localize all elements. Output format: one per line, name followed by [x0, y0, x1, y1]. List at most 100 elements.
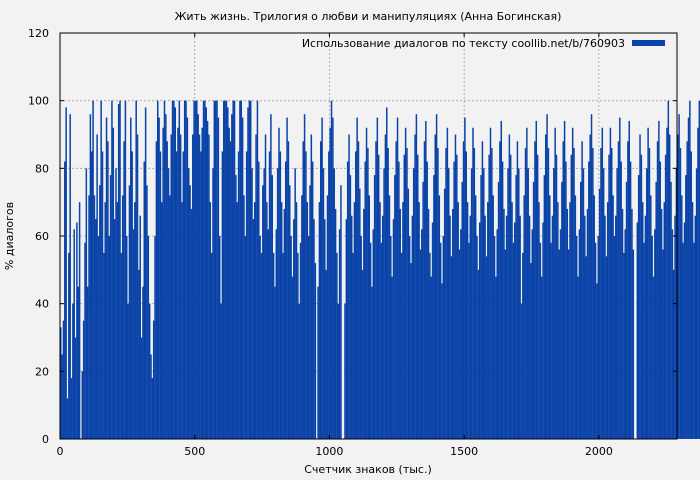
bar: [135, 100, 137, 440]
bar: [534, 141, 536, 439]
bar: [437, 148, 439, 440]
bar: [147, 236, 150, 439]
bar: [647, 127, 649, 439]
bar: [402, 202, 404, 439]
bar: [659, 161, 661, 440]
bar: [103, 252, 105, 439]
bar: [458, 249, 461, 439]
bar: [698, 100, 700, 440]
bar: [252, 219, 255, 439]
bar: [557, 202, 559, 439]
bar: [355, 151, 357, 439]
bar: [337, 303, 340, 439]
bar: [306, 202, 309, 439]
bar: [407, 188, 410, 439]
bar: [350, 215, 353, 439]
bar: [646, 168, 648, 440]
bar: [508, 134, 511, 439]
bar: [194, 100, 197, 440]
bar: [464, 117, 466, 439]
bar: [624, 229, 626, 439]
bar: [210, 252, 213, 439]
bar: [232, 100, 234, 440]
bar: [404, 127, 407, 439]
bar: [187, 168, 190, 440]
bar: [586, 208, 589, 439]
bar: [239, 100, 241, 440]
bar: [419, 249, 422, 439]
bar: [105, 117, 108, 439]
bar: [303, 114, 306, 439]
bar: [639, 134, 641, 439]
bar: [651, 236, 653, 439]
bar: [262, 185, 264, 439]
bar: [231, 114, 233, 439]
bar: [593, 195, 595, 439]
bar: [201, 127, 203, 439]
bar: [121, 195, 124, 439]
bar: [487, 202, 489, 439]
bar: [628, 120, 630, 439]
bar: [159, 151, 162, 439]
bar: [426, 161, 428, 440]
bar: [547, 148, 550, 440]
bar: [127, 303, 129, 439]
bar: [528, 215, 531, 439]
bar: [325, 269, 327, 439]
bar: [524, 148, 527, 440]
bar: [299, 242, 302, 439]
bar: [594, 242, 597, 439]
bar: [518, 168, 520, 440]
bar: [365, 127, 368, 439]
bar: [72, 303, 74, 439]
bar: [543, 175, 546, 439]
bar: [569, 202, 571, 439]
bar: [616, 168, 618, 440]
bar: [466, 202, 469, 439]
bar: [132, 229, 135, 439]
bar: [143, 161, 146, 440]
bar: [523, 195, 525, 439]
bar: [274, 286, 276, 439]
legend: Использование диалогов по тексту coollib…: [302, 37, 665, 50]
bar: [682, 242, 684, 439]
bar: [483, 168, 485, 440]
bar: [283, 208, 286, 439]
bar: [485, 256, 488, 439]
bar: [237, 151, 240, 439]
bar: [119, 100, 121, 440]
bar: [565, 161, 567, 440]
bar: [453, 161, 455, 440]
bar: [276, 168, 279, 440]
bar: [584, 215, 586, 439]
bar: [209, 202, 212, 439]
bar: [539, 242, 542, 439]
bar: [457, 202, 459, 439]
bar: [384, 134, 387, 439]
bar: [171, 100, 174, 440]
bar: [571, 127, 574, 439]
bar: [190, 208, 193, 439]
bar: [472, 127, 474, 439]
bar: [526, 127, 528, 439]
bar: [251, 168, 253, 440]
bar: [391, 276, 393, 439]
bar: [138, 269, 140, 439]
bar: [363, 208, 365, 439]
bar: [625, 181, 628, 439]
bar: [90, 151, 93, 439]
legend-label: Использование диалогов по тексту coollib…: [302, 37, 625, 50]
bar: [183, 100, 186, 440]
bar: [433, 175, 435, 439]
bar: [447, 168, 450, 440]
bar: [408, 236, 411, 439]
bar: [652, 276, 655, 439]
bar: [573, 148, 575, 440]
bar: [501, 161, 504, 440]
bar: [255, 134, 257, 439]
bar: [151, 378, 154, 439]
bar: [398, 161, 400, 440]
bar: [291, 276, 294, 439]
bar: [396, 117, 399, 439]
bar: [293, 219, 295, 439]
